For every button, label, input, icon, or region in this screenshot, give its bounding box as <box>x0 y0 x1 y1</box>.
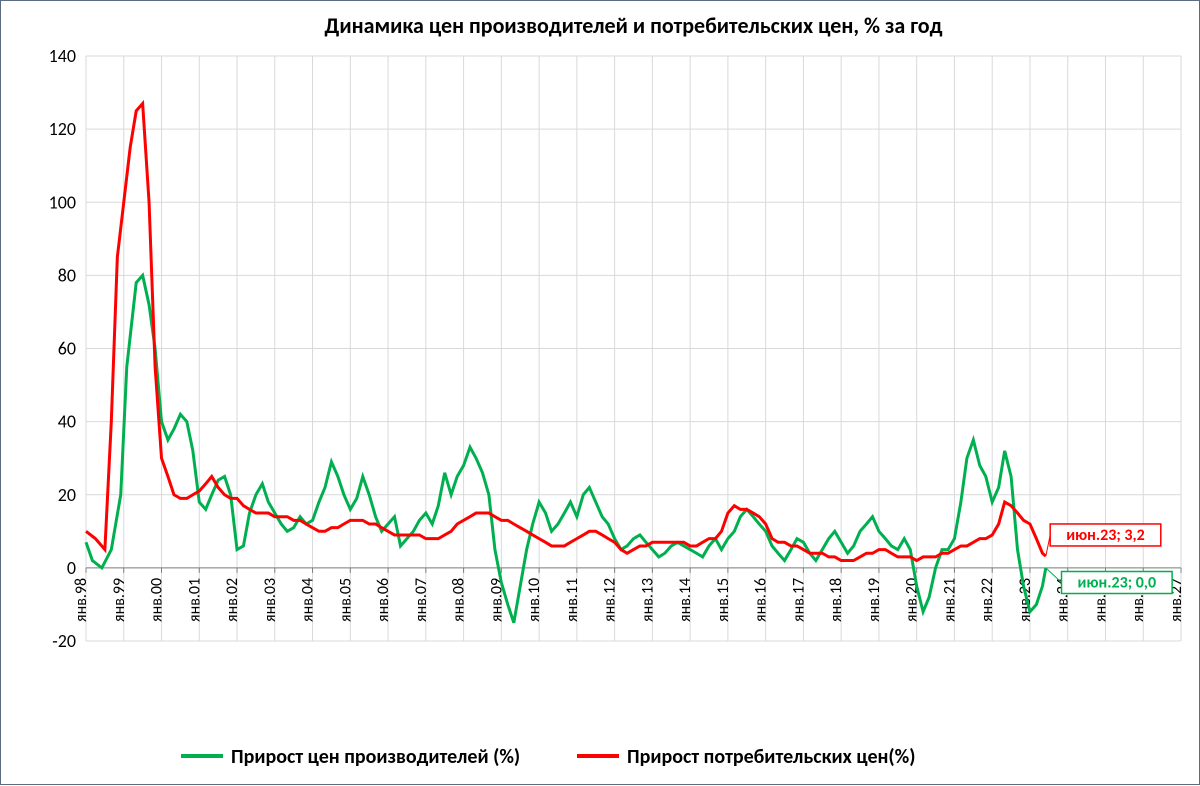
x-tick-label: янв.03 <box>261 578 280 622</box>
x-tick-label: янв.17 <box>789 578 808 622</box>
x-tick-label: янв.00 <box>148 578 167 622</box>
y-tick-label: 100 <box>49 191 76 213</box>
x-tick-label: янв.11 <box>563 578 582 622</box>
legend-label: Прирост потребительских цен(%) <box>627 745 915 769</box>
x-tick-label: янв.02 <box>223 578 242 622</box>
x-tick-label: янв.14 <box>676 578 695 622</box>
x-tick-label: янв.12 <box>601 578 620 622</box>
x-tick-label: янв.22 <box>978 578 997 622</box>
x-tick-label: янв.07 <box>412 578 431 622</box>
x-tick-label: янв.16 <box>752 578 771 622</box>
y-tick-label: 140 <box>49 45 76 67</box>
y-tick-label: 120 <box>49 118 76 140</box>
x-tick-label: янв.09 <box>487 578 506 622</box>
x-tick-label: янв.15 <box>714 578 733 622</box>
x-tick-label: янв.10 <box>525 578 544 622</box>
x-tick-label: янв.01 <box>185 578 204 622</box>
y-tick-label: -20 <box>52 630 76 652</box>
chart-frame: Динамика цен производителей и потребител… <box>0 0 1200 785</box>
data-label-text: июн.23; 3,2 <box>1066 526 1145 545</box>
x-tick-label: янв.98 <box>72 578 91 622</box>
x-tick-label: янв.04 <box>299 578 318 622</box>
data-label-text: июн.23; 0,0 <box>1078 574 1157 593</box>
legend-label: Прирост цен производителей (%) <box>231 745 520 769</box>
x-tick-label: янв.06 <box>374 578 393 622</box>
chart-title: Динамика цен производителей и потребител… <box>325 12 943 39</box>
x-tick-label: янв.08 <box>450 578 469 622</box>
legend: Прирост цен производителей (%) Прирост по… <box>181 745 915 769</box>
x-tick-label: янв.05 <box>336 578 355 622</box>
y-tick-label: 80 <box>58 264 76 286</box>
x-tick-label: янв.13 <box>638 578 657 622</box>
y-tick-label: 20 <box>58 484 76 506</box>
y-tick-label: 60 <box>58 338 76 360</box>
x-tick-label: янв.18 <box>827 578 846 622</box>
x-tick-label: янв.21 <box>940 578 959 622</box>
y-tick-label: 40 <box>58 411 76 433</box>
x-tick-label: янв.99 <box>110 578 129 622</box>
y-tick-label: 0 <box>67 557 76 579</box>
x-tick-label: янв.19 <box>865 578 884 622</box>
series-producer <box>86 275 1046 622</box>
chart-svg: Динамика цен производителей и потребител… <box>1 1 1200 786</box>
